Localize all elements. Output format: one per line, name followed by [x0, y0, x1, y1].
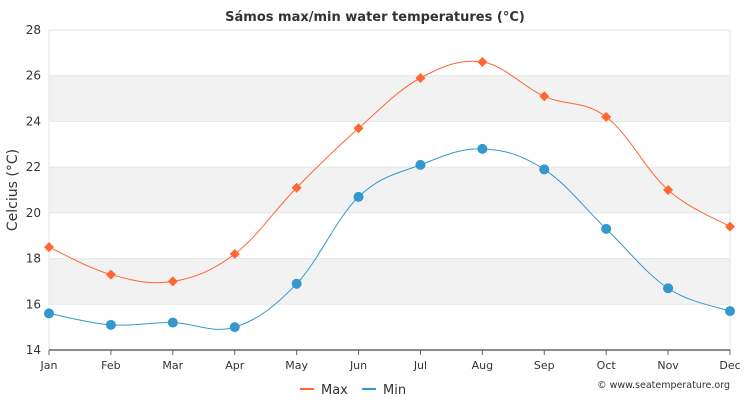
x-tick-label: Feb [101, 359, 120, 372]
x-tick-label: May [285, 359, 308, 372]
x-tick-label: Sep [534, 359, 555, 372]
chart-title: Sámos max/min water temperatures (°C) [225, 10, 525, 25]
data-point-max[interactable] [353, 123, 364, 134]
grid-band [49, 212, 730, 259]
grid-band [49, 258, 730, 305]
data-point-min[interactable] [601, 223, 612, 234]
data-point-max[interactable] [725, 221, 735, 232]
legend-item-min[interactable]: Min [362, 383, 406, 398]
series-min [44, 143, 735, 333]
x-tick-label: Jul [413, 359, 427, 372]
data-point-min[interactable] [477, 143, 488, 154]
x-tick-label: Dec [719, 359, 740, 372]
grid-bands [49, 30, 730, 350]
data-point-min[interactable] [44, 308, 54, 319]
data-point-min[interactable] [415, 159, 426, 170]
series-group [44, 57, 735, 333]
grid-band [49, 121, 730, 168]
data-point-max[interactable] [601, 111, 612, 122]
x-tick-label: Nov [657, 359, 679, 372]
x-axis-ticks: Jan Feb Mar Apr May Jun Jul Aug Sep Oct Nov Dec [40, 350, 741, 372]
y-tick-label: 16 [26, 297, 41, 311]
y-tick-label: 22 [26, 160, 41, 174]
data-point-min[interactable] [663, 283, 674, 294]
series-max [44, 57, 735, 287]
data-point-min[interactable] [229, 322, 240, 333]
y-tick-label: 28 [26, 23, 41, 37]
x-tick-label: Jan [40, 359, 58, 372]
data-point-max[interactable] [415, 73, 426, 83]
data-point-max[interactable] [229, 249, 240, 259]
data-point-max[interactable] [105, 269, 116, 280]
grid-band [49, 75, 730, 122]
x-tick-label: Oct [597, 359, 617, 372]
x-tick-label: Mar [162, 359, 183, 372]
data-point-min[interactable] [539, 164, 550, 175]
x-tick-label: Aug [472, 359, 493, 372]
data-point-min[interactable] [105, 319, 116, 330]
data-point-min[interactable] [167, 317, 178, 328]
data-point-max[interactable] [477, 57, 488, 67]
data-point-max[interactable] [539, 91, 550, 102]
grid-band [49, 304, 730, 350]
x-tick-label: Apr [225, 359, 245, 372]
legend-label-min: Min [383, 383, 406, 398]
data-point-max[interactable] [167, 276, 178, 287]
y-axis-ticks: 14 16 18 20 22 24 26 28 [26, 23, 41, 357]
legend-label-max: Max [321, 383, 348, 398]
data-point-min[interactable] [291, 278, 302, 289]
grid-band [49, 30, 730, 76]
y-tick-label: 20 [26, 206, 41, 220]
legend-item-max[interactable]: Max [300, 383, 348, 398]
data-point-max[interactable] [291, 182, 302, 193]
data-point-max[interactable] [663, 185, 674, 195]
y-tick-label: 24 [26, 114, 41, 128]
y-tick-label: 14 [26, 343, 41, 357]
data-point-min[interactable] [353, 191, 364, 202]
y-tick-label: 26 [26, 69, 41, 83]
data-point-max[interactable] [44, 242, 54, 253]
legend: Max Min [300, 383, 406, 398]
y-axis-label: Celcius (°C) [5, 149, 21, 231]
grid-band [49, 167, 730, 213]
y-tick-label: 18 [26, 252, 41, 266]
grid-lines [48, 29, 731, 351]
data-point-min[interactable] [725, 306, 735, 317]
x-tick-label: Jun [349, 359, 367, 372]
credit-text: © www.seatemperature.org [597, 380, 730, 391]
